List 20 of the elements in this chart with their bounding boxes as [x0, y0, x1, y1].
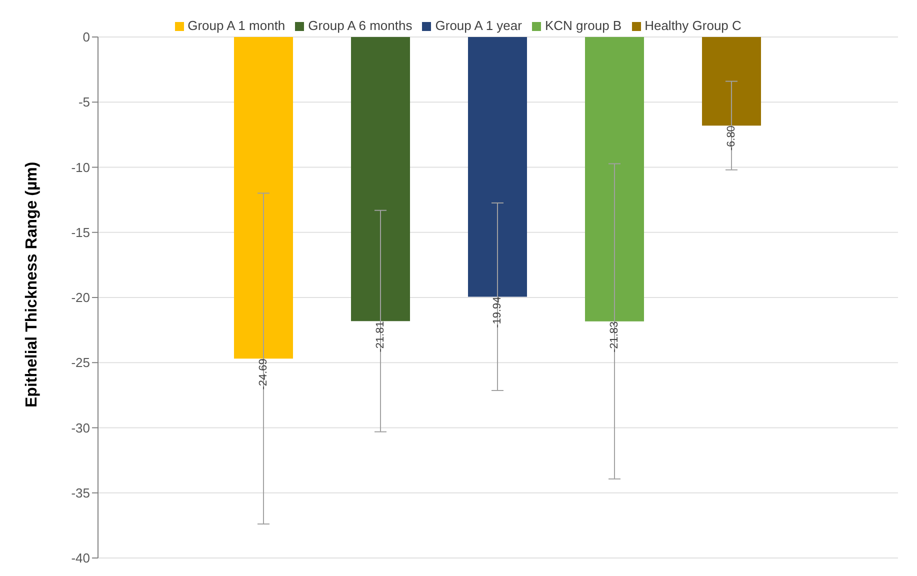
y-tick-label: -15 [71, 224, 90, 240]
legend-label: Group A 6 months [308, 18, 412, 33]
data-label: -24.69 [258, 358, 270, 390]
y-tick-label: -25 [71, 355, 90, 370]
y-tick-label: -5 [78, 94, 90, 110]
y-tick-label: -30 [71, 420, 90, 436]
legend-label: KCN group B [544, 18, 622, 33]
data-label: -21.81 [374, 321, 386, 352]
legend-label: Healthy Group C [644, 18, 742, 33]
y-tick-label: -10 [71, 160, 90, 175]
y-axis-title: Epithelial Thickness Range (µm) [24, 162, 41, 408]
y-tick-label: -20 [71, 290, 90, 306]
data-label: -19.94 [492, 296, 504, 328]
data-label: -21.83 [608, 321, 620, 353]
y-tick-label: -35 [71, 485, 90, 500]
data-label: -6.80 [726, 126, 738, 151]
legend-label: Group A 1 year [435, 18, 522, 33]
y-tick-label: -40 [71, 550, 90, 566]
y-tick-label: 0 [82, 30, 90, 45]
legend-label: Group A 1 month [188, 18, 286, 33]
